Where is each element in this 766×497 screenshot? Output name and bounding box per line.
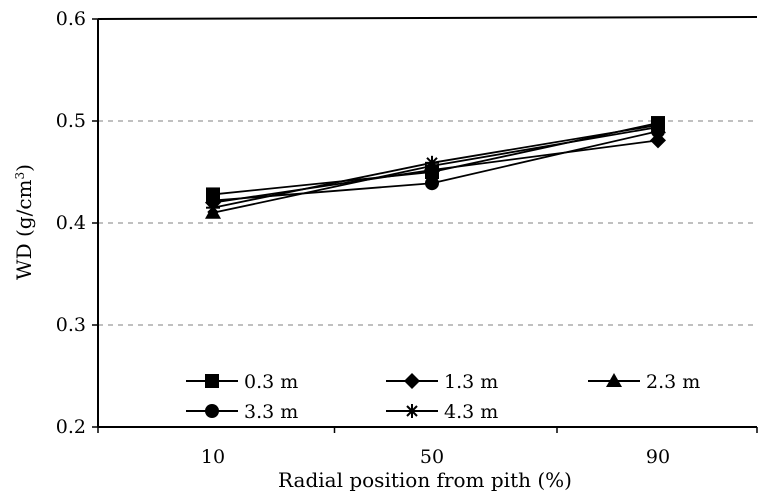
top-border-line <box>97 16 758 20</box>
legend-item: 0.3 m <box>186 371 298 393</box>
legend-label: 1.3 m <box>444 371 498 393</box>
star-stroke <box>652 119 664 131</box>
y-axis-title-main: WD (g/cm <box>12 179 36 279</box>
star-stroke <box>426 157 438 169</box>
y-axis-title: WD (g/cm3) <box>12 164 36 280</box>
data-point-star <box>206 200 220 215</box>
plot-frame <box>97 16 758 428</box>
legend-item: 1.3 m <box>386 371 498 393</box>
legend-marker-square <box>205 374 219 388</box>
y-tick-label: 0.6 <box>56 8 86 30</box>
star-stroke <box>406 405 418 417</box>
series <box>205 119 666 219</box>
data-point-star <box>651 118 665 133</box>
x-tick-label: 50 <box>420 446 444 468</box>
legend-item: 3.3 m <box>186 401 298 423</box>
x-tick-label: 90 <box>646 446 670 468</box>
x-axis-title: Radial position from pith (%) <box>278 468 572 492</box>
y-axis: 0.2 0.3 0.4 0.5 0.6 <box>56 8 98 438</box>
legend-marker-triangle <box>606 373 622 387</box>
data-point-circle <box>425 176 439 191</box>
y-tick-label: 0.3 <box>56 314 86 336</box>
legend-label: 0.3 m <box>244 371 298 393</box>
x-tick-label: 10 <box>201 446 225 468</box>
y-tick-label: 0.5 <box>56 110 86 132</box>
legend-label: 4.3 m <box>444 401 498 423</box>
gridlines <box>98 120 757 326</box>
legend-marker-circle <box>205 404 219 418</box>
x-axis: 10 50 90 <box>97 427 758 468</box>
legend-marker-star <box>405 404 419 418</box>
legend-item: 4.3 m <box>386 401 498 423</box>
y-tick-label: 0.4 <box>56 212 86 234</box>
data-point-star <box>425 155 439 170</box>
legend-label: 3.3 m <box>244 401 298 423</box>
legend-label: 2.3 m <box>646 371 700 393</box>
legend: 0.3 m 1.3 m 2.3 m 3.3 m 4.3 m <box>186 371 700 423</box>
y-tick-label: 0.2 <box>56 416 86 438</box>
y-axis-title-close: ) <box>12 164 36 172</box>
y-axis-title-sup: 3 <box>13 172 27 180</box>
series-group <box>205 116 666 219</box>
star-stroke <box>207 201 219 214</box>
series <box>206 118 665 215</box>
legend-item: 2.3 m <box>588 371 700 393</box>
legend-marker-diamond <box>404 373 420 389</box>
